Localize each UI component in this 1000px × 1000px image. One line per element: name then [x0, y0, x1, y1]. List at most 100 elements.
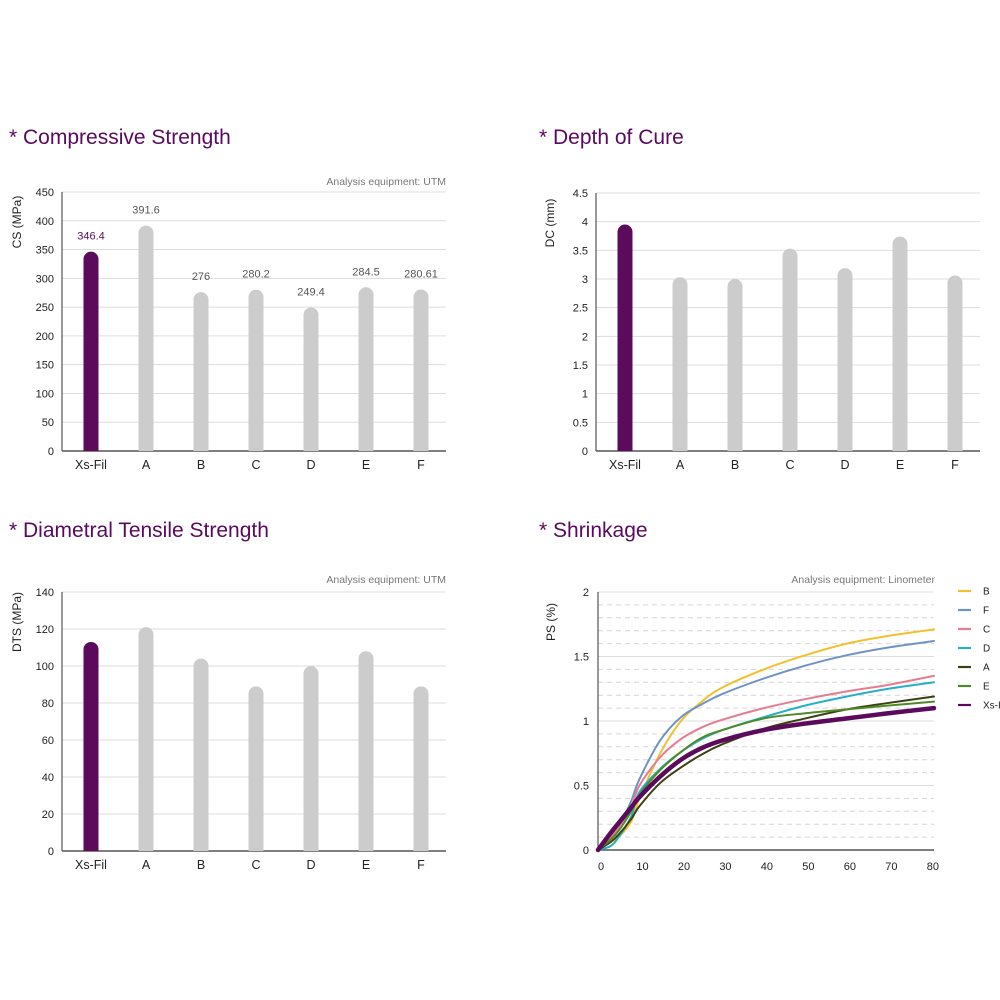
x-tick-label: 80 [927, 861, 939, 873]
y-axis-label: CS (MPa) [10, 196, 24, 249]
y-tick-label: 350 [36, 245, 54, 257]
y-tick-label: 2 [582, 331, 588, 343]
data-label: 391.6 [132, 205, 160, 217]
bar-e [358, 651, 374, 851]
bar-a [138, 225, 154, 451]
bar-e [892, 236, 908, 451]
x-tick-label: C [251, 458, 260, 472]
y-tick-label: 0 [583, 845, 589, 857]
bar-f [413, 686, 429, 851]
bar-a [138, 627, 154, 851]
y-tick-label: 2.5 [573, 303, 588, 315]
y-tick-label: 80 [42, 698, 54, 710]
series-line-b [597, 628, 935, 851]
bar-d [303, 307, 319, 451]
x-tick-label: E [362, 458, 370, 472]
bar-a [672, 277, 688, 451]
y-axis-label: DTS (MPa) [10, 592, 24, 652]
x-tick-label: F [417, 858, 425, 872]
x-tick-label: 50 [802, 861, 814, 873]
bar-d [837, 268, 853, 451]
y-tick-label: 50 [42, 417, 54, 429]
bar-b [727, 279, 743, 451]
legend-label: F [983, 606, 989, 617]
y-tick-label: 4.5 [573, 188, 588, 200]
y-axis-label: DC (mm) [543, 199, 557, 248]
bar-f [413, 289, 429, 451]
bar-f [947, 275, 963, 451]
y-tick-label: 120 [36, 624, 54, 636]
data-label: 280.2 [242, 269, 270, 281]
bar-xs-fil [83, 251, 99, 451]
x-tick-label: A [142, 458, 151, 472]
x-tick-label: D [306, 458, 315, 472]
analysis-equipment-note: Analysis equipment: UTM [326, 574, 446, 586]
x-tick-label: C [785, 458, 794, 472]
x-tick-label: A [142, 858, 151, 872]
y-tick-label: 1.5 [573, 360, 588, 372]
title-diametral-tensile-strength: * Diametral Tensile Strength [9, 519, 269, 542]
data-label: 280.61 [404, 268, 438, 280]
x-tick-label: E [362, 858, 370, 872]
y-tick-label: 1 [583, 716, 589, 728]
legend-label: A [983, 663, 990, 674]
bar-c [248, 289, 264, 451]
x-tick-label: B [731, 458, 739, 472]
data-label: 346.4 [77, 231, 105, 243]
bar-b [193, 658, 209, 851]
x-tick-label: F [951, 458, 959, 472]
chart-cs: 0 50 100 150 200 250 300 350 400 450 CS (MPa) Analy… [10, 176, 446, 472]
legend-label: D [983, 644, 990, 655]
analysis-equipment-note: Analysis equipment: Linometer [791, 574, 935, 586]
y-tick-label: 200 [36, 331, 54, 343]
series-line-xs-fil [595, 705, 937, 853]
y-tick-label: 100 [36, 388, 54, 400]
x-tick-label: 30 [719, 861, 731, 873]
x-tick-label: 70 [885, 861, 897, 873]
title-compressive-strength: * Compressive Strength [9, 126, 231, 149]
y-tick-label: 3 [582, 274, 588, 286]
y-tick-label: 3.5 [573, 245, 588, 257]
x-tick-label: A [676, 458, 685, 472]
bar-e [358, 287, 374, 451]
x-tick-label: F [417, 458, 425, 472]
x-tick-label: 10 [636, 861, 648, 873]
y-tick-label: 0 [48, 446, 54, 458]
bar-c [248, 686, 264, 851]
series-line-e [597, 700, 935, 851]
y-tick-label: 0.5 [573, 417, 588, 429]
legend-label: E [983, 682, 990, 693]
y-tick-label: 0 [582, 446, 588, 458]
x-tick-label: 40 [761, 861, 773, 873]
title-depth-of-cure: * Depth of Cure [539, 126, 684, 149]
y-tick-label: 400 [36, 216, 54, 228]
y-tick-label: 140 [36, 587, 54, 599]
bar-d [303, 666, 319, 851]
x-tick-label: D [840, 458, 849, 472]
y-tick-label: 150 [36, 360, 54, 372]
legend-label: B [983, 587, 990, 598]
data-label: 276 [192, 271, 210, 283]
bar-b [193, 292, 209, 451]
y-tick-label: 100 [36, 661, 54, 673]
x-tick-label: B [197, 858, 205, 872]
y-tick-label: 1.5 [574, 652, 589, 664]
analysis-equipment-note: Analysis equipment: UTM [326, 176, 446, 188]
title-shrinkage: * Shrinkage [539, 519, 648, 542]
x-tick-label: Xs-Fil [75, 858, 107, 872]
y-tick-label: 20 [42, 809, 54, 821]
x-tick-label: B [197, 458, 205, 472]
series-line-c [597, 674, 935, 851]
legend-label: C [983, 625, 990, 636]
legend-label: Xs-I [983, 701, 1000, 712]
y-tick-label: 0 [48, 846, 54, 858]
y-axis-label: PS (%) [544, 603, 558, 641]
data-label: 284.5 [352, 266, 380, 278]
x-tick-label: D [306, 858, 315, 872]
bar-xs-fil [83, 641, 99, 851]
x-tick-label: 0 [598, 861, 604, 873]
y-tick-label: 300 [36, 273, 54, 285]
chart-dts: 0 20 40 60 80 100 120 140 DTS (MPa) Analysis equi… [10, 574, 446, 872]
